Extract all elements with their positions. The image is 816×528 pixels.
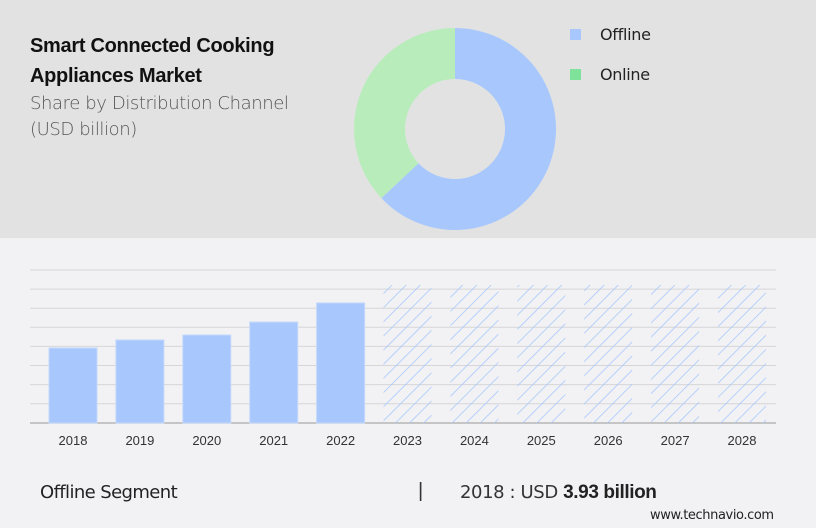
legend-swatch-online [570,68,581,80]
subtitle-line-2: (USD billion) [30,119,137,140]
bar-2027 [651,285,700,423]
bar-2026 [584,285,633,423]
bar-2021 [249,321,299,424]
legend-label: Offline [600,24,651,44]
bar-2028 [718,285,766,423]
donut-slice-online [354,28,455,199]
chart-subtitle: Share by Distribution Channel (USD billi… [30,91,289,143]
legend-item-online: Online [570,64,651,84]
footer-separator: | [418,480,424,502]
bars [48,285,766,424]
x-label-2025: 2025 [527,433,556,448]
summary-panel: Smart Connected Cooking Appliances Marke… [0,0,816,238]
legend-swatch-offline [570,28,581,40]
x-label-2027: 2027 [661,433,690,448]
bar-2018 [48,347,98,424]
subtitle-line-1: Share by Distribution Channel [30,93,289,114]
x-label-2018: 2018 [59,433,88,448]
x-axis-labels: 2018 2019 2020 2021 2022 2023 2024 2025 2026 2027… [59,433,757,448]
bar-chart: 2018 2019 2020 2021 2022 2023 2024 2025 2026 2027… [30,269,776,448]
x-label-2021: 2021 [259,433,288,448]
x-label-2026: 2026 [594,433,623,448]
segment-label: Offline Segment [40,482,178,503]
x-label-2022: 2022 [326,433,355,448]
bar-2024 [450,285,499,423]
value-amount: 3.93 billion [563,482,657,503]
x-label-2024: 2024 [460,433,489,448]
bar-2025 [517,285,566,423]
donut-chart [354,28,556,230]
bar-2019 [115,339,165,424]
title-line-2: Appliances Market [30,65,202,87]
segment-value: 2018 : USD 3.93 billion [460,482,657,504]
x-label-2028: 2028 [728,433,757,448]
bar-2023 [383,285,432,423]
x-label-2020: 2020 [192,433,221,448]
legend-item-offline: Offline [570,24,651,44]
bar-2022 [316,302,366,424]
legend: Offline Online [570,24,651,104]
chart-title: Smart Connected Cooking Appliances Marke… [30,31,275,91]
bar-2020 [182,334,232,424]
x-label-2019: 2019 [125,433,154,448]
legend-label: Online [600,64,650,84]
title-line-1: Smart Connected Cooking [30,35,275,57]
source-link[interactable]: www.technavio.com [650,508,774,523]
value-prefix: 2018 : USD [460,482,558,503]
x-label-2023: 2023 [393,433,422,448]
donut-slice-offline [381,28,556,230]
